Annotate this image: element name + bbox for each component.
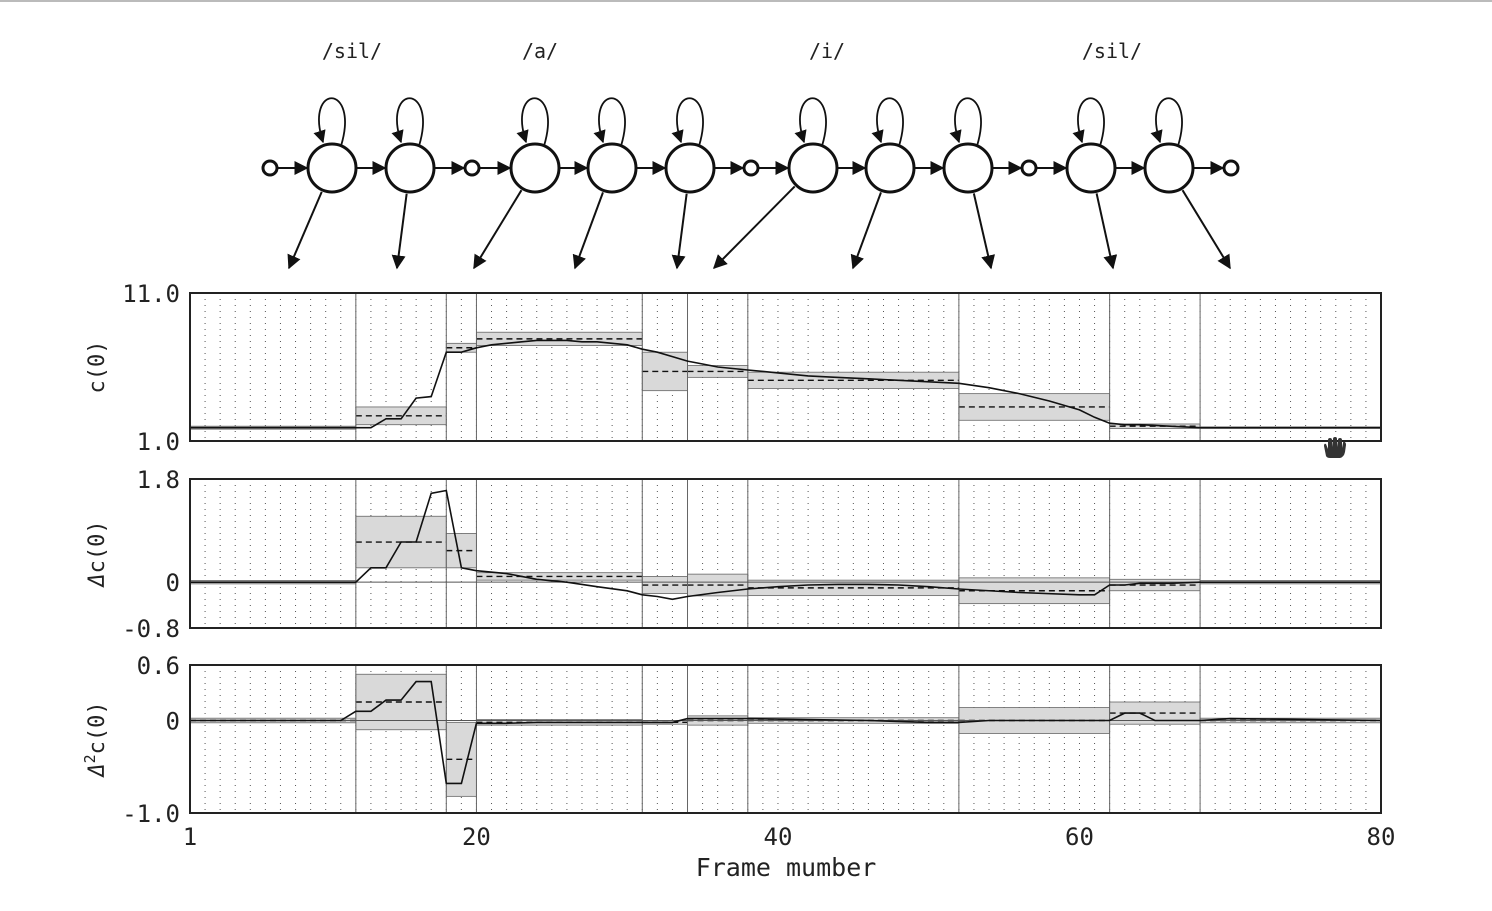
self-loop-arrow xyxy=(593,97,626,147)
panel-3: 0.6 -1.0 0 Δ2c(0) xyxy=(81,652,1382,828)
y-tick-label: -0.8 xyxy=(122,615,180,643)
hmm-state xyxy=(586,142,638,194)
hmm-state xyxy=(664,142,716,194)
x-axis: Frame mumber 1 20 40 60 80 xyxy=(183,823,1396,882)
phone-label: /a/ xyxy=(522,39,558,63)
phone-label: /sil/ xyxy=(1082,39,1142,63)
y-axis-label-prefix: Δ xyxy=(85,573,110,588)
null-node xyxy=(1020,159,1038,177)
y-axis-label-prefix: Δ xyxy=(85,763,110,778)
y-tick-label: 0 xyxy=(166,708,180,736)
hmm-state xyxy=(509,142,561,194)
y-axis-label: Δ2c(0) xyxy=(81,701,110,778)
phone-label: /sil/ xyxy=(322,39,382,63)
null-node xyxy=(463,159,481,177)
y-axis-label-exponent: 2 xyxy=(81,754,99,763)
self-loop-arrow xyxy=(1072,97,1105,147)
output-arrow xyxy=(671,193,688,270)
null-node xyxy=(742,159,760,177)
y-tick-label: 11.0 xyxy=(122,280,180,308)
y-tick-label: 1.0 xyxy=(137,428,180,456)
output-arrow xyxy=(1181,189,1231,270)
y-axis-label-base: c(0) xyxy=(85,341,110,394)
hmm-state xyxy=(1065,142,1117,194)
output-arrow xyxy=(287,191,323,270)
self-loop-arrow xyxy=(391,97,424,147)
x-tick-label: 40 xyxy=(764,823,793,851)
panel-frame xyxy=(189,292,1382,442)
variance-bands xyxy=(189,673,1382,797)
y-tick-label: 0.6 xyxy=(137,652,180,680)
output-arrow xyxy=(972,193,995,270)
output-arrow xyxy=(850,192,882,270)
panel-1: 11.0 1.0 c(0) xyxy=(85,280,1382,456)
y-axis-label-base: c(0) xyxy=(85,701,110,754)
self-loop-arrow xyxy=(1150,97,1183,147)
variance-bands xyxy=(189,515,1382,605)
hmm-state xyxy=(942,142,994,194)
y-axis-label: c(0) xyxy=(85,341,110,394)
x-tick-label: 60 xyxy=(1065,823,1094,851)
generated-trajectory xyxy=(190,680,1382,785)
hmm-state-diagram: /sil/ /a/ /i/ /sil/ xyxy=(261,39,1240,270)
hand-cursor-icon xyxy=(1324,437,1346,458)
phone-label: /i/ xyxy=(809,39,845,63)
hmm-state xyxy=(864,142,916,194)
y-tick-label: 0 xyxy=(166,569,180,597)
panel-frame xyxy=(189,664,1382,814)
null-node xyxy=(1222,159,1240,177)
panel-frame xyxy=(189,478,1382,629)
state-boundaries xyxy=(355,665,1201,813)
self-loop-arrow xyxy=(949,97,982,147)
hmm-state xyxy=(787,142,839,194)
null-node xyxy=(261,159,279,177)
self-loop-arrow xyxy=(794,97,827,147)
hmm-state xyxy=(384,142,436,194)
x-tick-label: 20 xyxy=(462,823,491,851)
self-loop-arrow xyxy=(671,97,704,147)
generated-trajectory xyxy=(190,339,1381,429)
x-axis-label: Frame mumber xyxy=(696,853,877,882)
hmm-state xyxy=(306,142,358,194)
state-boundaries xyxy=(355,293,1201,441)
y-tick-label: 1.8 xyxy=(137,466,180,494)
state-boundaries xyxy=(355,479,1201,628)
output-arrow xyxy=(572,192,604,270)
y-tick-label: -1.0 xyxy=(122,800,180,828)
y-axis-label: Δc(0) xyxy=(85,520,110,588)
hmm-state xyxy=(1143,142,1195,194)
output-arrow xyxy=(391,193,408,270)
output-arrow xyxy=(473,189,523,270)
self-loop-arrow xyxy=(871,97,904,147)
self-loop-arrow xyxy=(313,97,346,147)
self-loop-arrow xyxy=(516,97,549,147)
frame-grid xyxy=(204,293,1367,441)
panel-2: 1.8 -0.8 0 Δc(0) xyxy=(85,466,1382,643)
output-arrow xyxy=(1095,193,1118,270)
x-tick-label: 80 xyxy=(1367,823,1396,851)
x-tick-label: 1 xyxy=(183,823,197,851)
y-axis-label-base: c(0) xyxy=(85,520,110,573)
output-arrow xyxy=(713,185,796,269)
frame-grid xyxy=(204,665,1367,813)
variance-bands xyxy=(189,331,1382,430)
generated-trajectory xyxy=(190,489,1381,601)
